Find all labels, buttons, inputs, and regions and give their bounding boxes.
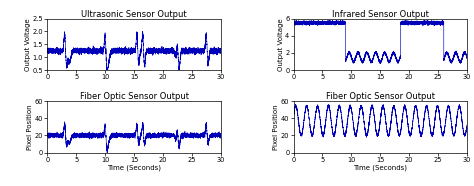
X-axis label: Time (Seconds): Time (Seconds) <box>353 164 407 171</box>
Y-axis label: Output Voltage: Output Voltage <box>278 18 284 71</box>
X-axis label: Time (Seconds): Time (Seconds) <box>107 164 161 171</box>
Title: Infrared Sensor Output: Infrared Sensor Output <box>332 9 428 19</box>
Title: Ultrasonic Sensor Output: Ultrasonic Sensor Output <box>81 9 187 19</box>
Title: Fiber Optic Sensor Output: Fiber Optic Sensor Output <box>80 92 189 101</box>
Title: Fiber Optic Sensor Output: Fiber Optic Sensor Output <box>326 92 435 101</box>
Y-axis label: Output Voltage: Output Voltage <box>25 18 31 71</box>
Y-axis label: Pixel Position: Pixel Position <box>27 104 33 150</box>
Y-axis label: Pixel Position: Pixel Position <box>273 104 280 150</box>
